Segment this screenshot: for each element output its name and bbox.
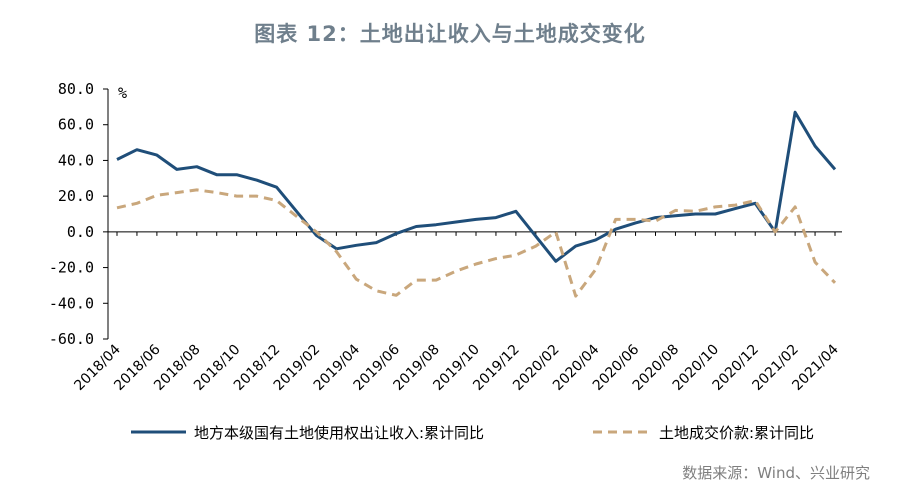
series-line-1	[116, 110, 837, 263]
legend: 地方本级国有土地使用权出让收入:累计同比 土地成交价款:累计同比	[131, 424, 814, 442]
y-tick-label: 40.0	[58, 151, 94, 169]
series-line-2	[116, 188, 837, 298]
legend-label-1: 地方本级国有土地使用权出让收入:累计同比	[194, 424, 484, 442]
y-axis: 80.0 60.0 40.0 20.0 0.0 -20.0 -40.0 -60.0%	[49, 80, 127, 348]
y-tick-label: 60.0	[58, 116, 94, 134]
chart-title: 图表 12：土地出让收入与土地成交变化	[254, 22, 646, 46]
x-axis: 2018/042018/062018/082018/102018/122019/…	[71, 231, 842, 394]
y-tick-label: 20.0	[58, 187, 94, 205]
y-tick-label: -60.0	[49, 330, 94, 348]
legend-label-2: 土地成交价款:累计同比	[659, 424, 814, 442]
series-group	[116, 110, 837, 298]
y-tick-label: -40.0	[49, 294, 94, 312]
source-note: 数据来源：Wind、兴业研究	[682, 464, 870, 482]
y-unit-label: %	[118, 84, 127, 102]
y-tick-label: 80.0	[58, 80, 94, 98]
y-tick-label: 0.0	[67, 223, 94, 241]
y-tick-label: -20.0	[49, 259, 94, 277]
